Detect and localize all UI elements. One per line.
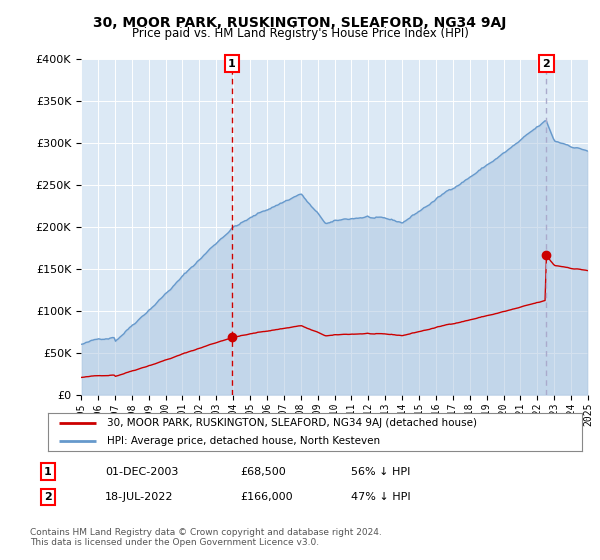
Text: HPI: Average price, detached house, North Kesteven: HPI: Average price, detached house, Nort…: [107, 436, 380, 446]
Text: 1: 1: [44, 466, 52, 477]
Text: 1: 1: [228, 59, 236, 69]
Text: Contains HM Land Registry data © Crown copyright and database right 2024.
This d: Contains HM Land Registry data © Crown c…: [30, 528, 382, 547]
Text: 18-JUL-2022: 18-JUL-2022: [105, 492, 173, 502]
Text: 2: 2: [44, 492, 52, 502]
Text: £68,500: £68,500: [240, 466, 286, 477]
Text: Price paid vs. HM Land Registry's House Price Index (HPI): Price paid vs. HM Land Registry's House …: [131, 27, 469, 40]
Text: 01-DEC-2003: 01-DEC-2003: [105, 466, 178, 477]
Text: 30, MOOR PARK, RUSKINGTON, SLEAFORD, NG34 9AJ: 30, MOOR PARK, RUSKINGTON, SLEAFORD, NG3…: [94, 16, 506, 30]
Text: 2: 2: [542, 59, 550, 69]
Text: 56% ↓ HPI: 56% ↓ HPI: [351, 466, 410, 477]
Text: £166,000: £166,000: [240, 492, 293, 502]
Text: 47% ↓ HPI: 47% ↓ HPI: [351, 492, 410, 502]
Text: 30, MOOR PARK, RUSKINGTON, SLEAFORD, NG34 9AJ (detached house): 30, MOOR PARK, RUSKINGTON, SLEAFORD, NG3…: [107, 418, 477, 428]
